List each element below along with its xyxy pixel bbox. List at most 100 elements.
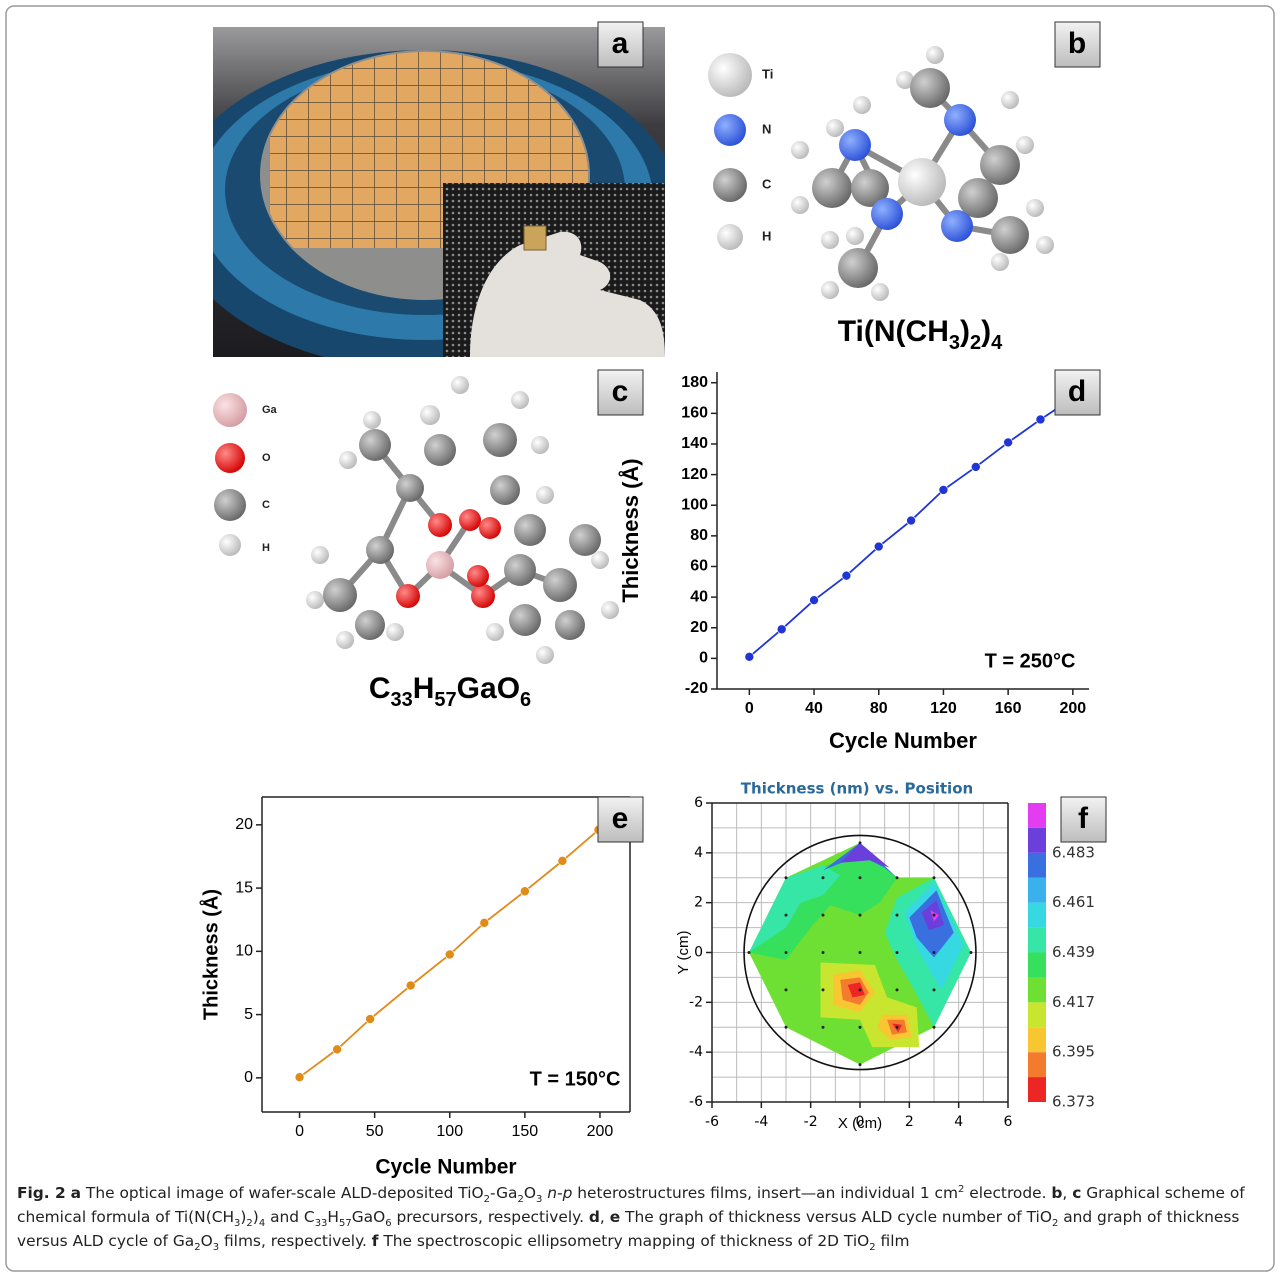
formula-text: C [369, 672, 391, 705]
x-tick-label: 6 [1004, 1114, 1013, 1130]
caption-t: -Ga [490, 1184, 517, 1202]
contour-map-part-part [896, 1026, 899, 1029]
legend-b-part: H [762, 228, 771, 243]
y-axis-label: Y (cm) [675, 931, 692, 975]
chart-title: Thickness (nm) vs. Position [741, 780, 973, 798]
x-tick-label: -6 [705, 1114, 719, 1130]
formula-b: Ti(N(CH3)2)4 [838, 315, 1003, 354]
molecule-c-part [420, 405, 440, 425]
wafer-photo [170, 27, 680, 370]
data-line [749, 398, 1072, 657]
molecule-c-part [601, 601, 619, 619]
molecule-b-part [812, 168, 852, 208]
caption-t: H [327, 1208, 339, 1226]
contour-map-part-part [859, 914, 862, 917]
molecule-b-part [991, 216, 1029, 254]
contour-map-part-part [785, 1026, 788, 1029]
colorbar-band [1028, 878, 1046, 903]
x-tick-label: 2 [905, 1114, 914, 1130]
molecule-b-part [871, 283, 889, 301]
caption-b: c [1072, 1184, 1081, 1202]
molecule-c-part [514, 514, 546, 546]
caption-b: e [610, 1208, 620, 1226]
y-tick-label: 120 [681, 466, 708, 483]
molecule-c-part [215, 443, 245, 473]
caption-t: , [600, 1208, 610, 1226]
contour-map-part-part [748, 951, 751, 954]
caption-t: films, respectively. [219, 1232, 372, 1250]
caption-sub: 57 [339, 1218, 352, 1229]
x-tick-label: 200 [587, 1123, 614, 1140]
x-axis-label: Cycle Number [375, 1156, 516, 1179]
contour-map-part-part [859, 1026, 862, 1029]
formula-subscript: 3 [949, 332, 960, 354]
molecule-b-part [821, 231, 839, 249]
caption-t: , [1062, 1184, 1072, 1202]
molecule-c-part [536, 646, 554, 664]
legend-b-part: C [762, 176, 772, 191]
panel-labels-part: a [612, 27, 629, 60]
x-tick-label: 40 [805, 700, 823, 717]
x-tick-label: 4 [954, 1114, 963, 1130]
molecule-c-part [490, 475, 520, 505]
contour-map-part-part [859, 841, 862, 844]
contour-map-part-part [933, 951, 936, 954]
colorbar-band [1028, 853, 1046, 878]
colorbar-band [1028, 828, 1046, 853]
y-tick-label: -6 [689, 1094, 703, 1110]
contour-map-part-part [822, 1026, 825, 1029]
molecule-b-part [717, 224, 743, 250]
molecule-c-part [219, 534, 241, 556]
caption-b: Fig. 2 [17, 1184, 66, 1202]
colorbar-tick-label: 6.417 [1052, 993, 1095, 1011]
molecule-c-part [483, 423, 517, 457]
figure-caption: Fig. 2 a The optical image of wafer-scal… [17, 1181, 1262, 1253]
x-tick-label: 0 [295, 1123, 304, 1140]
caption-i: n-p [547, 1184, 572, 1202]
caption-t: O [201, 1232, 213, 1250]
molecule-c-part [386, 623, 404, 641]
molecule-b-part [898, 158, 946, 206]
molecule-c-part [214, 489, 246, 521]
molecule-c-part [396, 474, 424, 502]
contour-map-part-part [933, 914, 936, 917]
legend-c: GaO CH [262, 404, 278, 554]
data-point [520, 887, 529, 896]
contour-map-part-part [785, 876, 788, 879]
caption-t: GaO [352, 1208, 385, 1226]
colorbar-band [1028, 977, 1046, 1002]
molecule-c-part [363, 411, 381, 429]
contour-map-part-part [859, 1063, 862, 1066]
legend-c-part: C [262, 499, 270, 511]
y-tick-label: 180 [681, 374, 708, 391]
caption-t: O [524, 1184, 536, 1202]
charts: 04080120160200-2002040608010012014016018… [198, 372, 1095, 1179]
molecule-c-part [511, 391, 529, 409]
molecule-b-part [846, 227, 864, 245]
y-tick-label: -2 [689, 994, 703, 1010]
colorbar-band [1028, 1077, 1046, 1102]
data-point [874, 542, 883, 551]
caption-t: and C [265, 1208, 315, 1226]
formula-subscript: 33 [391, 689, 413, 711]
caption-sub: 33 [315, 1218, 328, 1229]
contour-map-part-part [970, 951, 973, 954]
molecule-b-part [838, 248, 878, 288]
molecule-b-part [871, 198, 903, 230]
panel-labels-part: c [612, 375, 629, 408]
molecule-c-part [509, 604, 541, 636]
molecule-c-part [555, 610, 585, 640]
wafer-photo-part [524, 226, 546, 250]
molecule-c-part [336, 631, 354, 649]
colorbar-tick-label: 6.439 [1052, 943, 1095, 961]
contour-map-part-part [896, 914, 899, 917]
y-tick-label: 60 [690, 558, 708, 575]
molecule-c-part [543, 568, 577, 602]
figure: TiN CH Ti(N(CH3)2)4 GaO CH C33H57GaO6 04… [0, 0, 1281, 1278]
formula-subscript: 2 [970, 332, 981, 354]
molecule-c-part [339, 451, 357, 469]
data-point [971, 462, 980, 471]
contour-map-part-part [822, 988, 825, 991]
data-point [445, 950, 454, 959]
caption-t: The spectroscopic ellipsometry mapping o… [378, 1232, 869, 1250]
